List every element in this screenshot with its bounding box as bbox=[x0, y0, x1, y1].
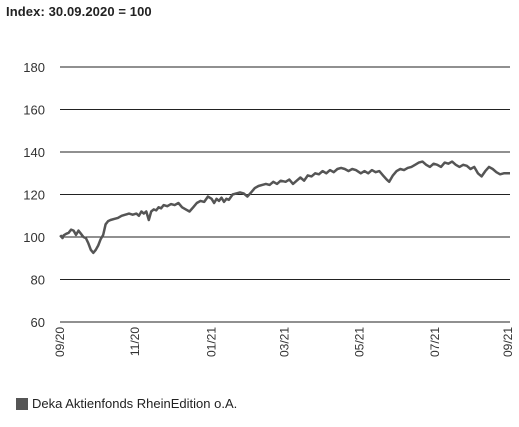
y-tick-label: 100 bbox=[23, 230, 45, 245]
x-tick-label: 03/21 bbox=[277, 327, 291, 357]
x-axis-ticks: 09/20 11/20 01/21 03/21 05/21 07/21 09/21 bbox=[53, 327, 515, 357]
y-tick-label: 60 bbox=[31, 315, 45, 330]
y-axis-ticks: 60 80 100 120 140 160 180 bbox=[23, 60, 45, 330]
series-line-0 bbox=[59, 160, 510, 255]
x-tick-label: 05/21 bbox=[353, 327, 367, 357]
legend-label: Deka Aktienfonds RheinEdition o.A. bbox=[32, 396, 238, 411]
legend: Deka Aktienfonds RheinEdition o.A. bbox=[16, 396, 237, 411]
y-tick-label: 160 bbox=[23, 103, 45, 118]
x-tick-label: 01/21 bbox=[205, 327, 219, 357]
chart-subtitle: Index: 30.09.2020 = 100 bbox=[6, 4, 152, 19]
x-tick-label: 09/21 bbox=[501, 327, 515, 357]
x-tick-label: 09/20 bbox=[53, 327, 67, 357]
x-tick-label: 07/21 bbox=[428, 327, 442, 357]
x-tick-label: 11/20 bbox=[128, 327, 142, 356]
y-tick-label: 180 bbox=[23, 60, 45, 75]
legend-swatch bbox=[16, 397, 28, 410]
grid-lines bbox=[60, 66, 510, 323]
y-tick-label: 120 bbox=[23, 188, 45, 203]
y-tick-label: 80 bbox=[31, 273, 45, 288]
y-tick-label: 140 bbox=[23, 145, 45, 160]
series-group bbox=[59, 160, 510, 255]
